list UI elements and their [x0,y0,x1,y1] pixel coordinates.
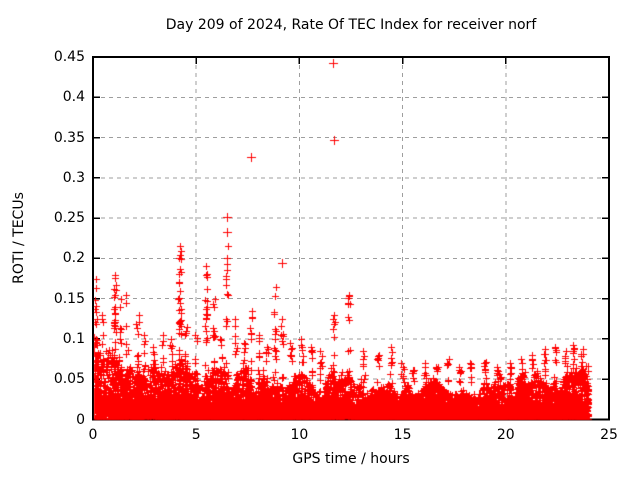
x-tick-label: 0 [88,427,98,443]
y-tick-label: 0.35 [53,129,85,146]
x-tick-label: 10 [290,427,309,443]
x-axis-label: GPS time / hours [292,451,410,467]
y-tick-label: 0.3 [62,169,85,186]
y-tick-label: 0.15 [53,290,85,307]
y-tick-label: 0 [76,411,85,428]
x-tick-label: 20 [496,427,515,443]
y-tick-label: 0.2 [62,250,85,267]
y-tick-label: 0.4 [62,89,85,106]
y-tick-label: 0.05 [53,371,85,388]
y-tick-label: 0.1 [62,330,85,347]
x-tick-label: 5 [191,427,201,443]
chart-title: Day 209 of 2024, Rate Of TEC Index for r… [165,17,537,33]
y-tick-label: 0.45 [53,49,85,65]
y-tick-label: 0.25 [53,210,85,227]
y-axis-label: ROTI / TECUs [11,192,27,284]
x-tick-label: 15 [393,427,412,443]
x-tick-label: 25 [600,427,618,443]
